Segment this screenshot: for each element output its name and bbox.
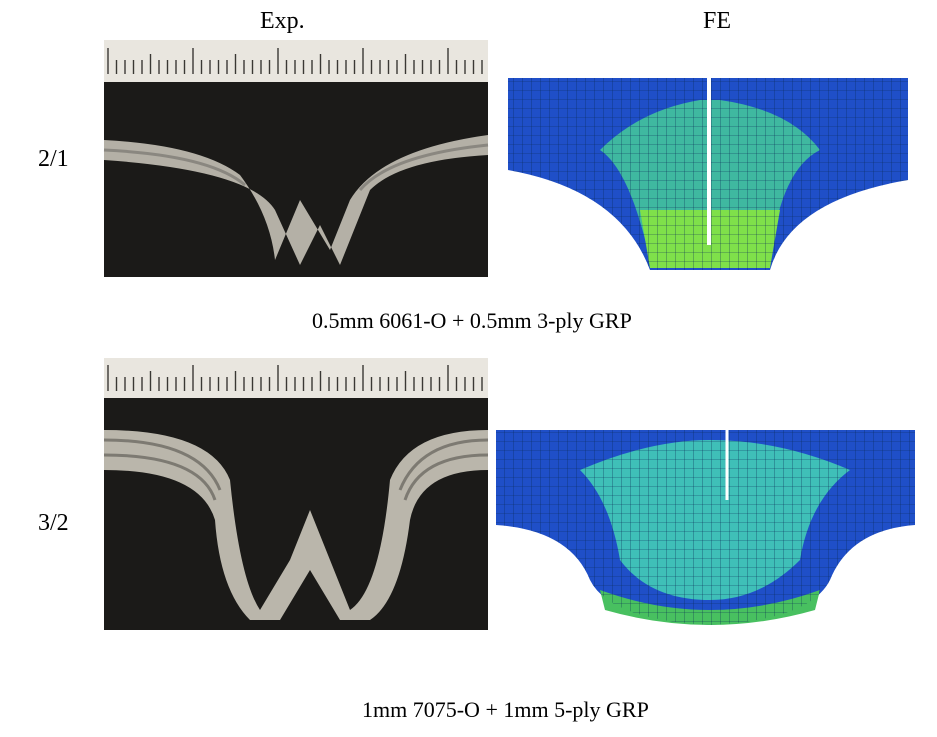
fe-model-2 (496, 430, 915, 625)
caption: 0.5mm 6061-O + 0.5mm 3-ply GRP (312, 308, 632, 334)
photo-exp-1 (104, 40, 488, 277)
fe-model-1 (508, 78, 908, 270)
column-header: FE (703, 8, 731, 35)
figure: Exp. FE 2/1 3/2 0.5mm 6061-O + 0.5mm 3-p… (0, 0, 937, 737)
caption: 1mm 7075-O + 1mm 5-ply GRP (362, 697, 649, 723)
row-label: 2/1 (38, 146, 69, 173)
figure-art (0, 0, 937, 737)
photo-exp-2 (104, 358, 488, 630)
row-label: 3/2 (38, 510, 69, 537)
column-header: Exp. (260, 8, 305, 35)
